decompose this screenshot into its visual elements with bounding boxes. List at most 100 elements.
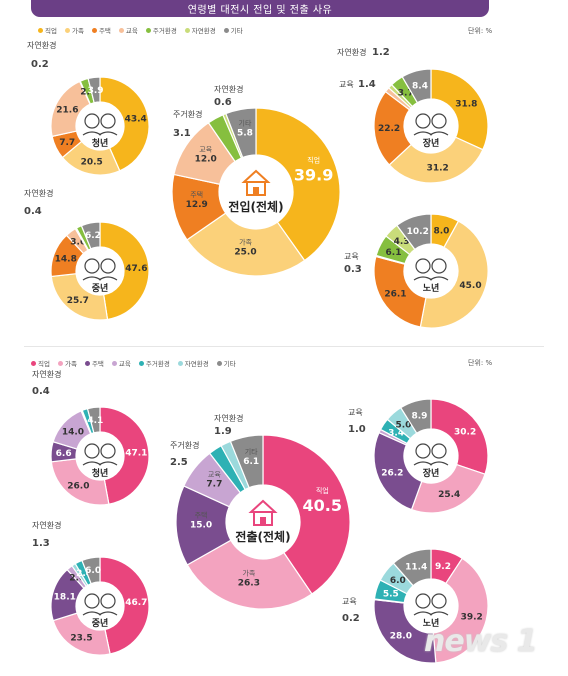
donut-center-title: 전출(전체)	[235, 529, 290, 544]
legend-label: 기타	[223, 360, 236, 368]
shoulder-icon	[429, 461, 449, 466]
legend-swatch	[57, 360, 63, 366]
man-face-icon	[415, 443, 431, 459]
slice-value-label: 25.0	[234, 248, 256, 258]
callout-label: 교육	[344, 252, 359, 261]
callout-value: 0.6	[214, 97, 232, 108]
legend-item-in-4: 주거환경	[145, 25, 177, 35]
donut-center-title: 노년	[423, 617, 440, 629]
woman-face-icon	[431, 443, 447, 459]
house-door-icon	[260, 517, 266, 525]
slice-name-label: 기타	[239, 119, 252, 128]
legend-swatch	[91, 27, 97, 33]
slice-value-label: 2.7	[80, 87, 96, 97]
donut-out-8: 30.2 25.4 26.2 3.45.08.9 장년 교육 1.0	[348, 398, 489, 514]
donut-hole	[405, 430, 457, 482]
slice-value-label: 28.0	[390, 631, 412, 641]
legend-label: 주택	[91, 360, 104, 368]
slice-value-label: 6.0	[85, 566, 101, 576]
callout-label: 자연환경	[214, 84, 243, 94]
header-bar	[31, 0, 489, 17]
legend-label: 직업	[45, 27, 57, 35]
slice-name-label: 주택	[195, 511, 208, 520]
slice-value-label: 39.2	[461, 612, 483, 622]
slice-value-label: 8.0	[433, 226, 449, 236]
legend-swatch	[118, 27, 124, 33]
donut-center-title: 장년	[423, 137, 440, 149]
slice-value-label: 3.9	[88, 86, 104, 96]
callout-value: 0.2	[342, 613, 360, 624]
donut-center-title: 전입(전체)	[228, 199, 283, 214]
legend-swatch	[216, 360, 222, 366]
slice-value-label: 12.0	[195, 154, 217, 164]
slice-name-label: 직업	[307, 156, 320, 165]
slice-value-label: 22.2	[378, 124, 400, 134]
callout-value: 1.3	[32, 538, 50, 549]
slice-value-label: 20.5	[81, 158, 103, 168]
legend-swatch	[84, 360, 90, 366]
callout-value: 0.3	[344, 264, 362, 275]
legend-item-out-2: 주택	[84, 358, 104, 368]
donut-out-9: 9.2 39.2 28.0 5.5 6.0 11.4 노년 교육 0.2	[342, 548, 489, 664]
slice-기타	[401, 68, 432, 104]
slice-value-label: 45.0	[459, 281, 481, 291]
slice-기타	[225, 107, 257, 159]
slice-value-label: 46.7	[125, 598, 147, 608]
slice-기타	[80, 221, 101, 250]
slice-value-label: 3.4	[388, 429, 404, 439]
slice-value-label: 10.2	[407, 227, 429, 237]
slice-name-label: 직업	[316, 486, 329, 495]
house-door-icon	[253, 187, 259, 195]
woman-face-icon	[431, 113, 447, 129]
legend-swatch	[31, 360, 36, 366]
legend-item-out-5: 자연환경	[177, 358, 209, 368]
man-face-icon	[84, 258, 100, 274]
slice-value-label: 5.5	[383, 590, 399, 600]
slice-기타	[81, 556, 101, 585]
legend-swatch	[64, 27, 70, 33]
slice-value-label: 21.6	[56, 106, 78, 116]
slice-직업	[99, 221, 150, 321]
slice-value-label: 31.2	[427, 163, 449, 173]
donut-center-title: 청년	[92, 137, 109, 149]
legend-item-out-3: 교육	[111, 358, 131, 368]
slice-기타	[396, 213, 432, 251]
man-face-icon	[84, 443, 100, 459]
shoulder-icon	[98, 131, 118, 136]
shoulder-icon	[98, 461, 118, 466]
legend-label: 기타	[230, 27, 243, 35]
man-face-icon	[84, 113, 100, 129]
slice-value-label: 14.0	[62, 428, 84, 438]
slice-기타	[229, 434, 264, 489]
callout-value: 0.4	[24, 206, 42, 217]
donut-in-3: 31.8 31.2 22.2 3.78.4 장년 자연환경 1.2 교육 1.4	[337, 47, 489, 184]
slice-value-label: 7.7	[206, 480, 222, 490]
slice-value-label: 30.2	[454, 427, 476, 437]
legend-item-in-5: 자연환경	[184, 25, 216, 35]
legend-bottom: 직업 가족 주택 교육 주거환경 자연환경 기타	[31, 358, 236, 368]
callout-value: 2.5	[170, 457, 188, 468]
legend-label: 자연환경	[191, 27, 216, 35]
slice-value-label: 6.6	[56, 449, 72, 459]
woman-face-icon	[431, 593, 447, 609]
legend-swatch	[184, 27, 190, 33]
callout-label: 교육	[348, 408, 363, 417]
slice-value-label: 43.4	[125, 114, 147, 124]
legend-item-in-2: 주택	[91, 25, 111, 35]
callout-value: 1.0	[348, 424, 366, 435]
unit-label-bottom: 단위: %	[468, 359, 493, 367]
slice-name-label: 가족	[239, 238, 252, 247]
slice-가족	[419, 220, 489, 329]
slice-name-label: 교육	[208, 471, 221, 479]
slice-value-label: 6.0	[390, 576, 406, 586]
slice-value-label: 8.9	[411, 412, 427, 422]
slice-value-label: 11.4	[405, 563, 427, 573]
slice-name-label: 기타	[245, 447, 258, 456]
legend-label: 자연환경	[184, 360, 209, 368]
shoulder-icon	[429, 276, 449, 281]
slice-value-label: 25.4	[438, 490, 460, 500]
legend-label: 직업	[38, 360, 50, 368]
legend-item-in-3: 교육	[118, 25, 138, 35]
